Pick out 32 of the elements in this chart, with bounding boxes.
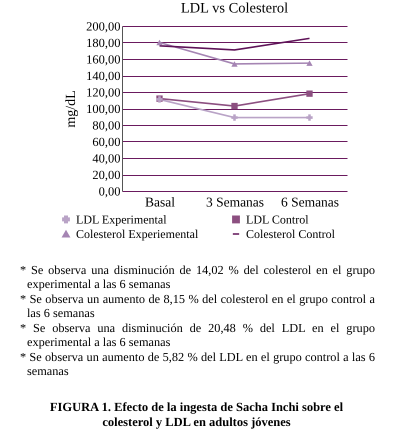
y-tick-label: 60,00: [92, 135, 120, 149]
text: * Se observa un aumento de 5,82 % del LDL en el grupo control a las 6 semanas: [20, 350, 375, 378]
point: [306, 60, 313, 66]
y-tick-label: 40,00: [92, 152, 120, 166]
x-tick-label: Basal: [145, 194, 176, 210]
y-tick-label: 20,00: [92, 168, 120, 182]
y-tick-label: 120,00: [86, 86, 120, 100]
y-tick-label: 160,00: [86, 52, 120, 66]
x-tick-label: 6 Semanas: [280, 194, 340, 210]
point: [156, 40, 163, 46]
chart-title: LDL vs Colesterol: [180, 0, 288, 16]
point: [306, 114, 313, 121]
y-tick-label: 200,00: [86, 20, 120, 34]
text: * Se observa una disminución de 14,02 % del colesterol en el grupo experimental a las 6 semanas: [20, 263, 375, 291]
legend-label: Colesterol Control: [246, 227, 336, 241]
point: [231, 61, 238, 67]
y-tick-label: 80,00: [92, 118, 120, 132]
y-tick-label: 100,00: [86, 102, 120, 116]
x-tick-label: 3 Semanas: [206, 194, 264, 210]
text: * Se observa un aumento de 8,15 % del colesterol en el grupo control a las 6 semanas: [20, 292, 375, 320]
legend-label: Colesterol Experiemental: [76, 227, 199, 241]
y-axis-title: mg/dL: [64, 90, 80, 128]
text: FIGURA 1. Efecto de la ingesta de Sacha Inchi sobre el colesterol y LDL en adultos jóvenes: [48, 400, 344, 430]
point: [231, 102, 238, 110]
legend-label: LDL Experimental: [76, 212, 168, 226]
y-tick-label: 0,00: [98, 184, 120, 198]
y-tick-label: 140,00: [86, 69, 120, 83]
y-tick-label: 180,00: [86, 36, 120, 50]
legend-label: LDL Control: [246, 212, 310, 226]
point: [306, 90, 313, 97]
point: [231, 114, 238, 121]
text: * Se observa una disminución de 20,48 % del LDL en el grupo experimental a las 6 semanas: [20, 321, 375, 349]
